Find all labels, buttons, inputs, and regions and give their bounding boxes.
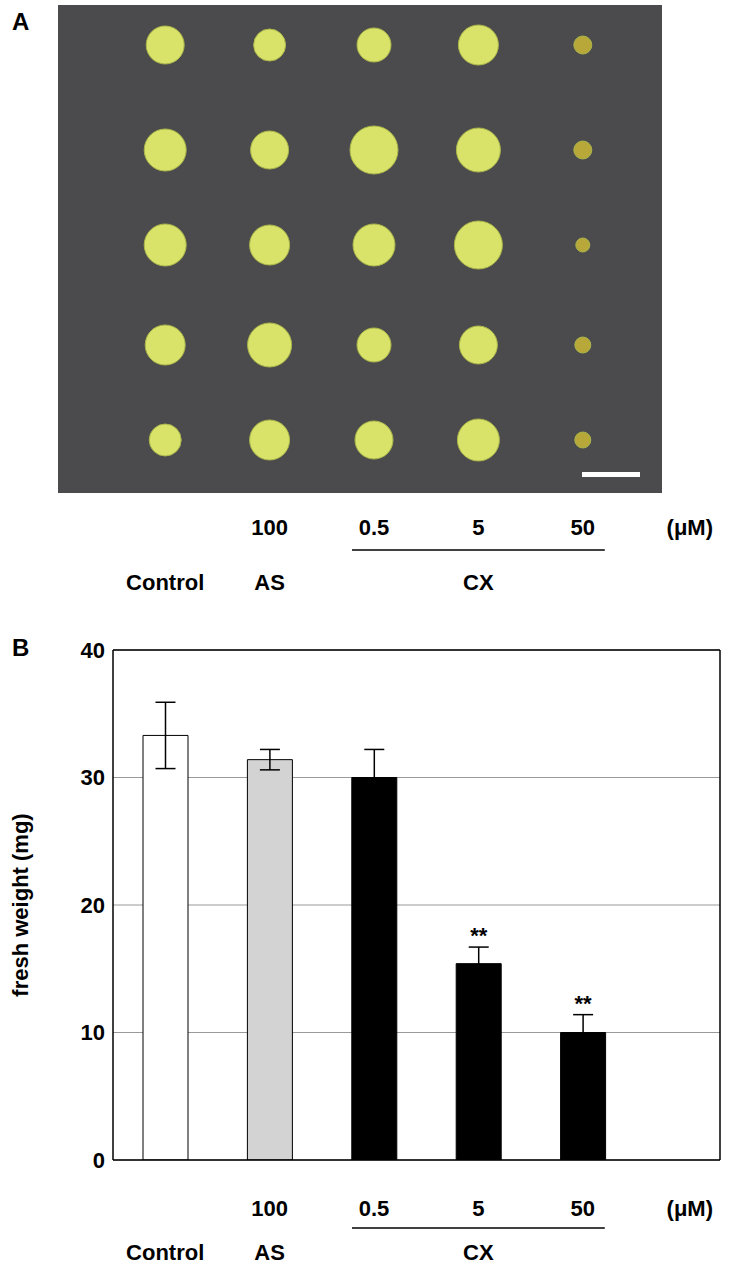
svg-text:Control: Control [126, 570, 204, 595]
svg-text:B: B [12, 634, 29, 661]
svg-text:(μM): (μM) [667, 515, 713, 540]
svg-text:AS: AS [254, 570, 285, 595]
svg-text:50: 50 [571, 515, 595, 540]
svg-text:AS: AS [254, 1240, 285, 1265]
svg-text:Control: Control [126, 1240, 204, 1265]
svg-text:**: ** [470, 923, 488, 948]
svg-text:0: 0 [93, 1148, 105, 1173]
svg-text:30: 30 [81, 765, 105, 790]
svg-text:10: 10 [81, 1020, 105, 1045]
svg-text:50: 50 [571, 1196, 595, 1221]
svg-text:fresh weight (mg): fresh weight (mg) [8, 813, 33, 996]
svg-text:(μM): (μM) [667, 1196, 713, 1221]
svg-text:CX: CX [463, 1240, 494, 1265]
svg-text:0.5: 0.5 [359, 1196, 390, 1221]
svg-text:5: 5 [472, 1196, 484, 1221]
svg-text:0.5: 0.5 [359, 515, 390, 540]
svg-text:**: ** [575, 991, 593, 1016]
svg-text:A: A [12, 8, 29, 35]
svg-text:CX: CX [463, 570, 494, 595]
svg-text:40: 40 [81, 638, 105, 663]
svg-text:100: 100 [251, 1196, 288, 1221]
svg-text:20: 20 [81, 893, 105, 918]
svg-text:100: 100 [251, 515, 288, 540]
svg-text:5: 5 [472, 515, 484, 540]
